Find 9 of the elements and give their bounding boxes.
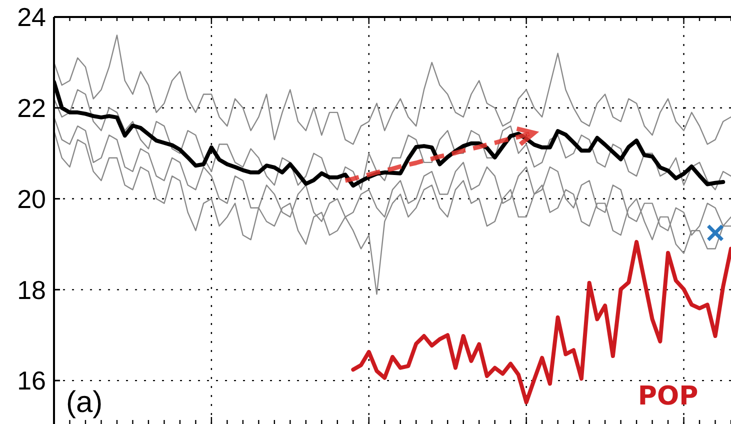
- y-tick-label: 18: [17, 274, 46, 305]
- y-tick-label: 20: [17, 184, 46, 214]
- y-tick-label: 24: [17, 2, 46, 32]
- line-series: [351, 240, 731, 404]
- line-series: [54, 34, 731, 145]
- annotation: (a): [66, 386, 103, 419]
- y-tick-label: 16: [17, 366, 46, 396]
- y-tick-label: 22: [17, 92, 46, 123]
- series-label: POP: [638, 381, 698, 412]
